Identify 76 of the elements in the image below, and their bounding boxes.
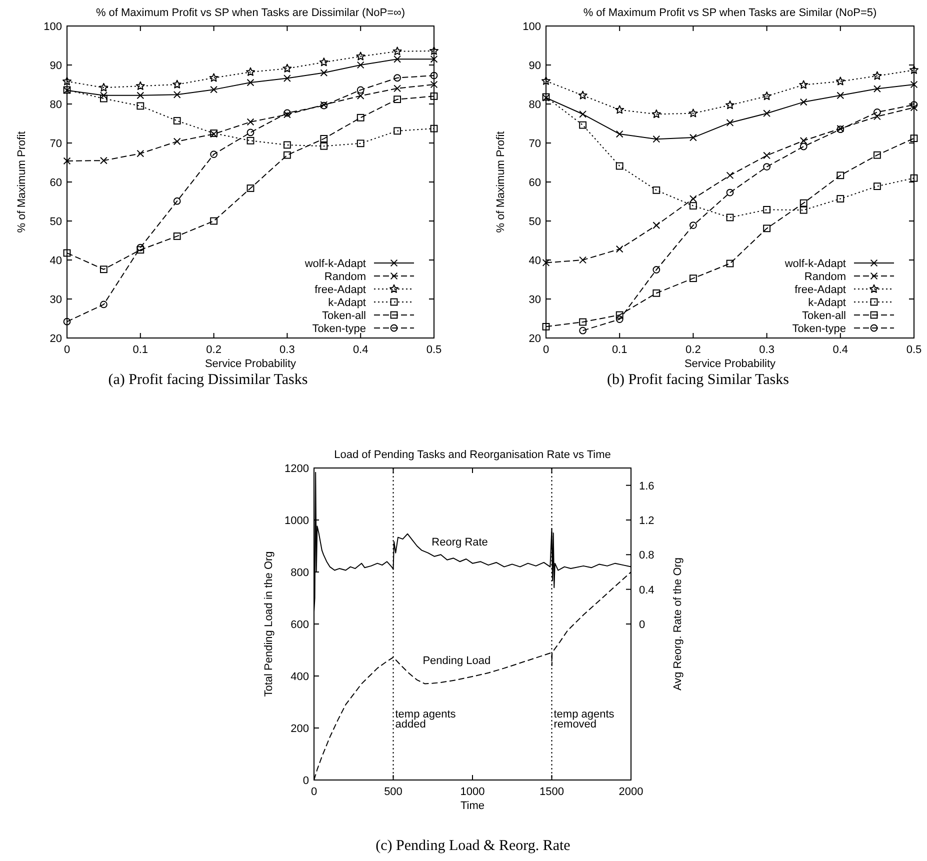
y-tick-label: 90 [528, 60, 541, 72]
y2-axis-title: Avg Reorg. Rate of the Org [672, 557, 684, 691]
x-tick-label: 500 [384, 786, 402, 798]
y-tick-label: 100 [44, 21, 62, 33]
y-tick-label: 800 [290, 567, 309, 579]
legend-label: wolf-k-Adapt [304, 258, 366, 270]
legend-label: k-Adapt [328, 297, 366, 309]
y2-tick-label: 0.8 [639, 550, 654, 562]
y-tick-label: 70 [528, 138, 541, 150]
x-axis-title: Service Probability [684, 358, 776, 370]
y-tick-label: 80 [50, 99, 62, 111]
legend-label: free-Adapt [794, 284, 846, 296]
y2-tick-label: 0.4 [639, 584, 654, 596]
y-tick-label: 20 [528, 333, 541, 345]
chart-title: % of Maximum Profit vs SP when Tasks are Similar (NoP=5) [583, 7, 877, 19]
x-tick-label: 2000 [618, 786, 644, 798]
legend-label: k-Adapt [808, 297, 846, 309]
series-label: Reorg Rate [432, 536, 488, 549]
y-tick-label: 1200 [284, 463, 309, 475]
x-tick-label: 0.1 [612, 344, 628, 356]
x-tick-label: 0.1 [132, 344, 148, 356]
y-tick-label: 1000 [284, 515, 309, 527]
legend-label: Token-type [792, 323, 846, 335]
y-tick-label: 40 [50, 255, 62, 267]
text: (c) Pending Load & Reorg. Rate [376, 838, 571, 854]
y2-tick-label: 1.6 [639, 480, 654, 492]
y2-tick-label: 0 [639, 619, 646, 631]
x-tick-label: 0.5 [426, 344, 442, 356]
y-tick-label: 60 [50, 177, 62, 189]
y-tick-label: 90 [50, 60, 62, 72]
x-tick-label: 0.5 [906, 344, 922, 356]
y-tick-label: 70 [50, 138, 62, 150]
x-tick-label: 0.4 [352, 344, 368, 356]
series-label: Pending Load [422, 654, 491, 667]
y-axis-title: Total Pending Load in the Org [263, 551, 275, 697]
y-tick-label: 60 [528, 177, 541, 189]
x-tick-label: 0.2 [206, 344, 222, 356]
chart-title: % of Maximum Profit vs SP when Tasks are Dissimilar (NoP=∞) [96, 7, 406, 19]
x-tick-label: 0.4 [832, 344, 848, 356]
legend-label: Random [804, 271, 846, 283]
x-axis-title: Time [460, 800, 485, 812]
x-tick-label: 0 [542, 344, 550, 356]
ref-line-label: temp agents added [395, 708, 456, 731]
y-tick-label: 100 [522, 21, 541, 33]
x-tick-label: 0.3 [759, 344, 774, 356]
y-tick-label: 50 [50, 216, 62, 228]
text: (a) Profit facing Dissimilar Tasks [108, 372, 308, 388]
y-tick-label: 80 [528, 99, 541, 111]
y-axis-title: % of Maximum Profit [16, 131, 28, 233]
x-tick-label: 0 [64, 344, 70, 356]
ref-line-label: temp agents removed [554, 708, 615, 731]
legend-label: wolf-k-Adapt [784, 258, 846, 270]
y-tick-label: 200 [290, 723, 309, 735]
x-tick-label: 0.3 [280, 344, 295, 356]
y-tick-label: 600 [290, 619, 309, 631]
y-tick-label: 30 [50, 294, 62, 306]
x-tick-label: 1500 [540, 786, 564, 798]
y-axis-title: % of Maximum Profit [495, 131, 507, 233]
legend-label: Random [324, 271, 366, 283]
y-tick-label: 400 [290, 671, 309, 683]
y-tick-label: 40 [528, 255, 541, 267]
y-tick-label: 50 [528, 216, 541, 228]
chart-title: Load of Pending Tasks and Reorganisation Rate vs Time [334, 449, 611, 461]
legend-label: Token-all [802, 310, 846, 322]
legend-label: Token-all [322, 310, 366, 322]
x-axis-title: Service Probability [204, 358, 297, 370]
y2-tick-label: 1.2 [639, 515, 654, 527]
x-tick-label: 0 [310, 786, 318, 798]
text: (b) Profit facing Similar Tasks [607, 372, 790, 388]
y-tick-label: 0 [302, 775, 309, 787]
legend-label: free-Adapt [314, 284, 366, 296]
legend-label: Token-type [312, 323, 366, 335]
x-tick-label: 1000 [460, 786, 485, 798]
y-tick-label: 30 [528, 294, 541, 306]
y-tick-label: 20 [50, 333, 62, 345]
x-tick-label: 0.2 [686, 344, 701, 356]
